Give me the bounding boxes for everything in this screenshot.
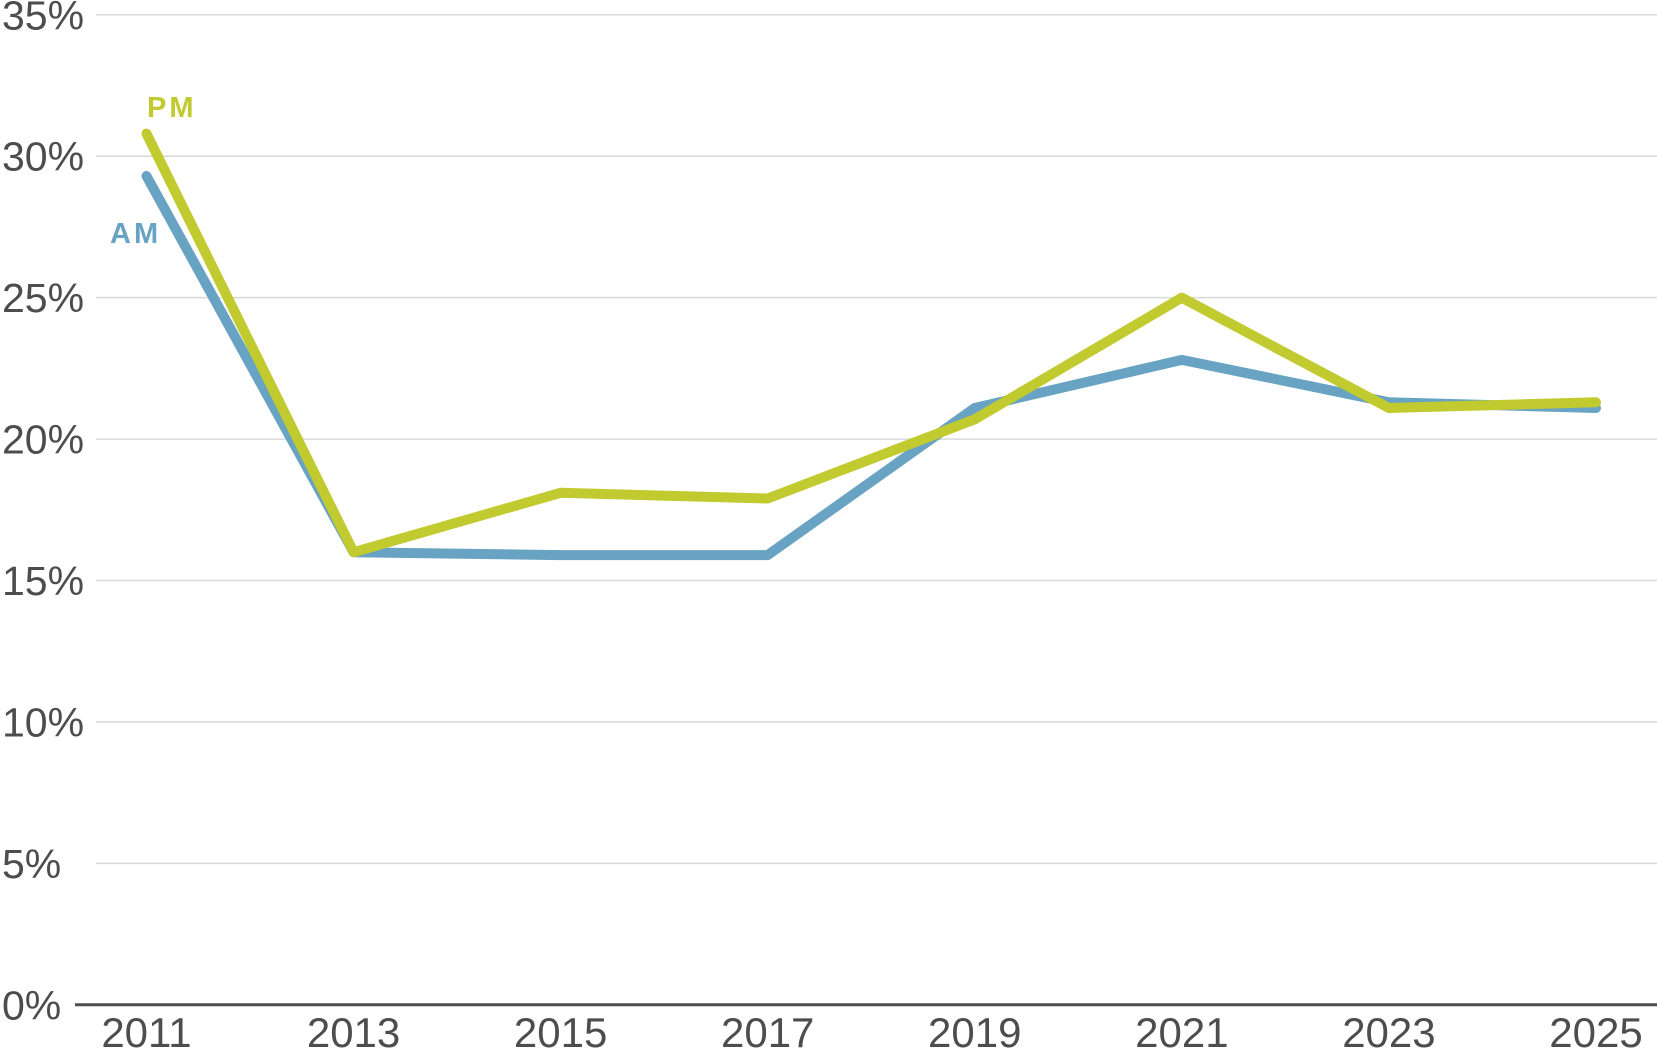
series-label-pm: PM xyxy=(147,92,197,124)
y-tick-label-10%: 10% xyxy=(2,699,84,745)
y-tick-label-5%: 5% xyxy=(2,841,61,887)
y-tick-label-30%: 30% xyxy=(2,134,84,180)
series-line-pm xyxy=(141,128,1601,558)
x-tick-label-2013: 2013 xyxy=(307,1009,400,1056)
series-line-am xyxy=(141,171,1601,561)
series-label-am: AM xyxy=(110,218,161,250)
y-tick-label-0%: 0% xyxy=(2,982,61,1028)
x-tick-label-2019: 2019 xyxy=(928,1009,1021,1056)
y-tick-label-35%: 35% xyxy=(2,0,84,38)
x-tick-label-2023: 2023 xyxy=(1342,1009,1435,1056)
x-tick-label-2025: 2025 xyxy=(1549,1009,1642,1056)
x-tick-label-2017: 2017 xyxy=(721,1009,814,1056)
x-tick-label-2015: 2015 xyxy=(514,1009,607,1056)
y-tick-label-20%: 20% xyxy=(2,417,84,463)
x-tick-label-2021: 2021 xyxy=(1135,1009,1228,1056)
y-tick-label-15%: 15% xyxy=(2,558,84,604)
y-tick-label-25%: 25% xyxy=(2,275,84,321)
x-tick-label-2011: 2011 xyxy=(101,1009,191,1056)
